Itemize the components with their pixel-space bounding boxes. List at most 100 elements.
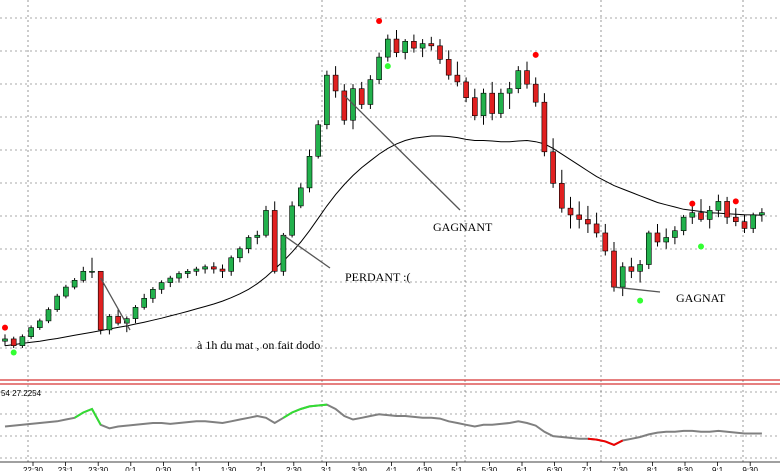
candle	[376, 52, 382, 85]
candle	[211, 262, 217, 274]
candle	[193, 266, 200, 276]
candle-body-up	[106, 316, 113, 331]
candle-body-up	[315, 124, 322, 157]
candle	[576, 201, 583, 229]
candle-body-down	[698, 212, 704, 220]
candle-body-up	[297, 187, 304, 207]
x-tick-label: 1:1	[190, 466, 202, 471]
x-tick-label: 2:1	[256, 466, 268, 471]
x-tick-label: 7:1	[582, 466, 594, 471]
candle-body-up	[2, 338, 8, 342]
candle	[532, 77, 539, 107]
candle-body-down	[445, 59, 452, 76]
candle-body-up	[306, 156, 313, 189]
candle-body-down	[211, 266, 217, 270]
candle-body-down	[550, 151, 556, 184]
candle	[45, 307, 52, 324]
candle-body-down	[593, 223, 600, 234]
candle	[759, 208, 765, 222]
candle	[80, 266, 87, 283]
candle	[63, 284, 69, 299]
candle-body-up	[663, 237, 670, 243]
candle	[463, 77, 469, 103]
oscillator-up-segment	[282, 403, 328, 419]
candle	[454, 61, 461, 87]
annotation-pointer	[100, 277, 131, 331]
candle	[411, 34, 417, 53]
candle-body-down	[489, 92, 496, 114]
candle-body-down	[541, 101, 548, 153]
candle-body-down	[411, 41, 417, 49]
candle-body-down	[358, 88, 365, 105]
candle-body-up	[63, 286, 69, 297]
candle	[498, 88, 504, 118]
candle	[106, 314, 113, 335]
candle-body-up	[237, 248, 243, 259]
candle	[750, 212, 757, 233]
candle	[619, 262, 626, 297]
candle	[271, 201, 278, 274]
candle-body-up	[280, 234, 287, 272]
signal-dots-layer	[2, 18, 739, 356]
candle	[593, 212, 600, 238]
candle-body-up	[750, 214, 757, 229]
candle	[115, 309, 121, 326]
candle-body-up	[45, 309, 52, 322]
candle	[558, 169, 565, 213]
candle-body-up	[619, 266, 626, 288]
candle	[654, 223, 661, 247]
annotation-pointer	[283, 234, 331, 269]
candle-body-down	[428, 43, 435, 47]
candle	[515, 66, 522, 94]
candle-body-up	[715, 201, 722, 211]
signal-dot-green	[384, 63, 391, 70]
x-tick-label: 23:30	[88, 466, 109, 471]
candle-body-down	[741, 221, 748, 229]
x-tick-label: 4:1	[386, 466, 398, 471]
candle-body-down	[524, 70, 530, 85]
candle	[402, 39, 409, 60]
candle-body-up	[498, 92, 504, 114]
candle-body-down	[628, 266, 635, 272]
oscillator-panel: 54 27.2254	[1, 389, 762, 446]
signal-dot-green	[637, 297, 644, 304]
candle-body-up	[706, 210, 713, 220]
candle	[428, 36, 435, 51]
candle	[297, 183, 304, 209]
x-tick-label: 22:30	[23, 466, 44, 471]
candles-layer	[2, 30, 765, 348]
oscillator-up-segment	[74, 407, 102, 426]
signal-dot-red	[2, 324, 8, 331]
candle-body-up	[193, 268, 200, 272]
candle-body-up	[759, 212, 765, 216]
candle	[393, 30, 400, 58]
candle	[341, 84, 348, 125]
x-tick-label: 7:30	[612, 466, 628, 471]
annotations-layer: à 1h du mat , on fait dodo PERDANT :(GAGN…	[100, 94, 726, 352]
candle	[315, 120, 322, 159]
candle-body-down	[393, 38, 400, 53]
candle	[585, 205, 591, 233]
candle	[132, 305, 139, 324]
candle-body-up	[637, 264, 643, 272]
candle-body-up	[184, 270, 191, 274]
signal-dot-red	[532, 51, 539, 58]
candle-body-down	[463, 81, 469, 98]
candle-body-down	[532, 83, 539, 103]
oscillator-down-segment	[587, 437, 624, 446]
oscillator-line	[4, 403, 762, 446]
candle-body-up	[480, 92, 487, 117]
candle	[167, 275, 174, 288]
candle	[97, 270, 104, 335]
candle	[158, 280, 165, 294]
candle-body-up	[515, 70, 522, 89]
candle-body-up	[158, 282, 165, 290]
candle	[28, 325, 34, 339]
candle-body-down	[341, 90, 348, 121]
signal-dot-green	[698, 243, 704, 250]
x-tick-label: 4:30	[416, 466, 432, 471]
x-tick-label: 9:30	[742, 466, 758, 471]
candle	[245, 235, 252, 254]
